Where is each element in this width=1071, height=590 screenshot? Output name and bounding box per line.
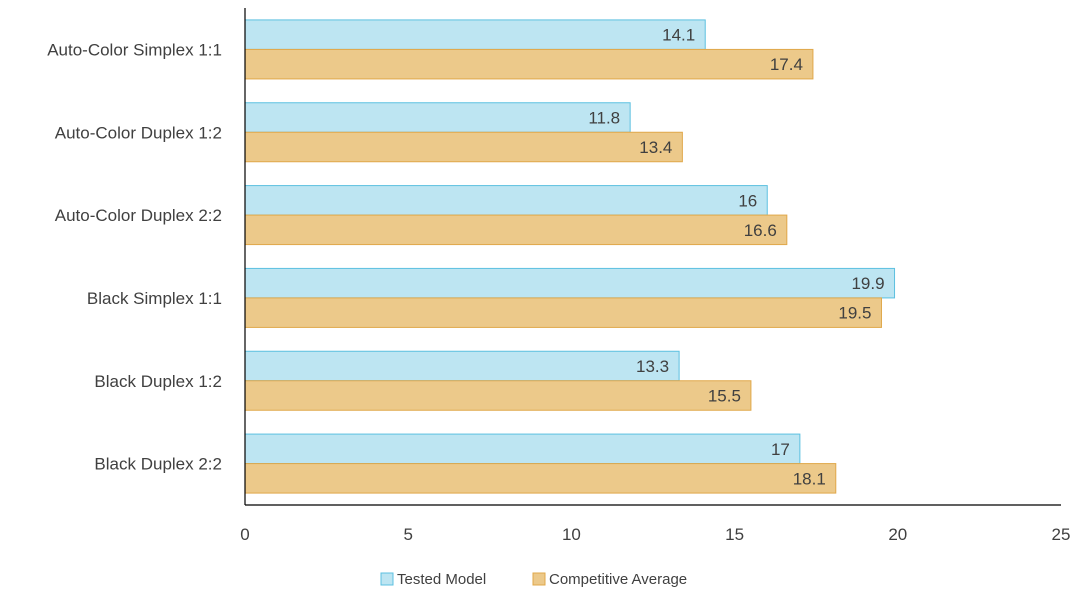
x-tick-label-25: 25 <box>1052 525 1071 544</box>
data-label-tested-model-black-simplex-1-1: 19.9 <box>851 274 884 293</box>
data-label-tested-model-black-duplex-1-2: 13.3 <box>636 357 669 376</box>
legend-swatch-competitive-average <box>532 572 546 586</box>
legend-label-competitive-average: Competitive Average <box>549 571 687 588</box>
data-label-competitive-average-black-simplex-1-1: 19.5 <box>838 304 871 323</box>
data-label-tested-model-auto-color-duplex-2-2: 16 <box>738 191 757 210</box>
bar-competitive-average-auto-color-duplex-1-2 <box>244 131 683 163</box>
bar-competitive-average-black-duplex-2-2 <box>244 463 837 494</box>
bar-tested-model-black-simplex-1-1 <box>244 267 896 299</box>
category-label-black-duplex-2-2: Black Duplex 2:2 <box>94 455 222 474</box>
x-tick-label-15: 15 <box>725 525 744 544</box>
bar-tested-model-black-duplex-2-2 <box>244 433 801 465</box>
x-tick-label-20: 20 <box>888 525 907 544</box>
data-label-competitive-average-auto-color-simplex-1-1: 17.4 <box>770 55 803 74</box>
labels-layer: Auto-Color Simplex 1:1 14.1 17.4 Auto-Color… <box>47 26 884 489</box>
category-label-auto-color-duplex-1-2: Auto-Color Duplex 1:2 <box>55 123 222 142</box>
bar-competitive-average-black-duplex-1-2 <box>244 380 752 411</box>
x-tick-label-0: 0 <box>240 525 249 544</box>
bar-competitive-average-auto-color-simplex-1-1 <box>244 48 814 80</box>
data-label-competitive-average-black-duplex-1-2: 15.5 <box>708 387 741 406</box>
data-label-competitive-average-auto-color-duplex-1-2: 13.4 <box>639 138 672 157</box>
bar-competitive-average-black-simplex-1-1 <box>244 297 882 328</box>
bar-tested-model-auto-color-duplex-2-2 <box>244 185 768 216</box>
data-label-tested-model-auto-color-simplex-1-1: 14.1 <box>662 26 695 45</box>
category-label-auto-color-duplex-2-2: Auto-Color Duplex 2:2 <box>55 206 222 225</box>
x-tick-label-10: 10 <box>562 525 581 544</box>
category-label-black-simplex-1-1: Black Simplex 1:1 <box>87 289 222 308</box>
category-label-auto-color-simplex-1-1: Auto-Color Simplex 1:1 <box>47 40 222 59</box>
legend-swatch-tested-model <box>380 572 394 586</box>
data-label-tested-model-auto-color-duplex-1-2: 11.8 <box>588 109 620 128</box>
legend: Tested Model Competitive Average <box>380 571 687 588</box>
category-label-black-duplex-1-2: Black Duplex 1:2 <box>94 372 222 391</box>
legend-label-tested-model: Tested Model <box>397 571 486 588</box>
x-tick-label-5: 5 <box>403 525 412 544</box>
bar-competitive-average-auto-color-duplex-2-2 <box>244 214 788 246</box>
data-label-tested-model-black-duplex-2-2: 17 <box>771 440 790 459</box>
bar-tested-model-auto-color-simplex-1-1 <box>244 19 706 50</box>
bar-tested-model-auto-color-duplex-1-2 <box>244 102 631 133</box>
bar-tested-model-black-duplex-1-2 <box>244 350 680 382</box>
bars-layer <box>244 19 896 494</box>
data-label-competitive-average-black-duplex-2-2: 18.1 <box>793 469 826 488</box>
data-label-competitive-average-auto-color-duplex-2-2: 16.6 <box>744 221 777 240</box>
x-axis-ticks: 0 5 10 15 20 25 <box>240 525 1070 544</box>
